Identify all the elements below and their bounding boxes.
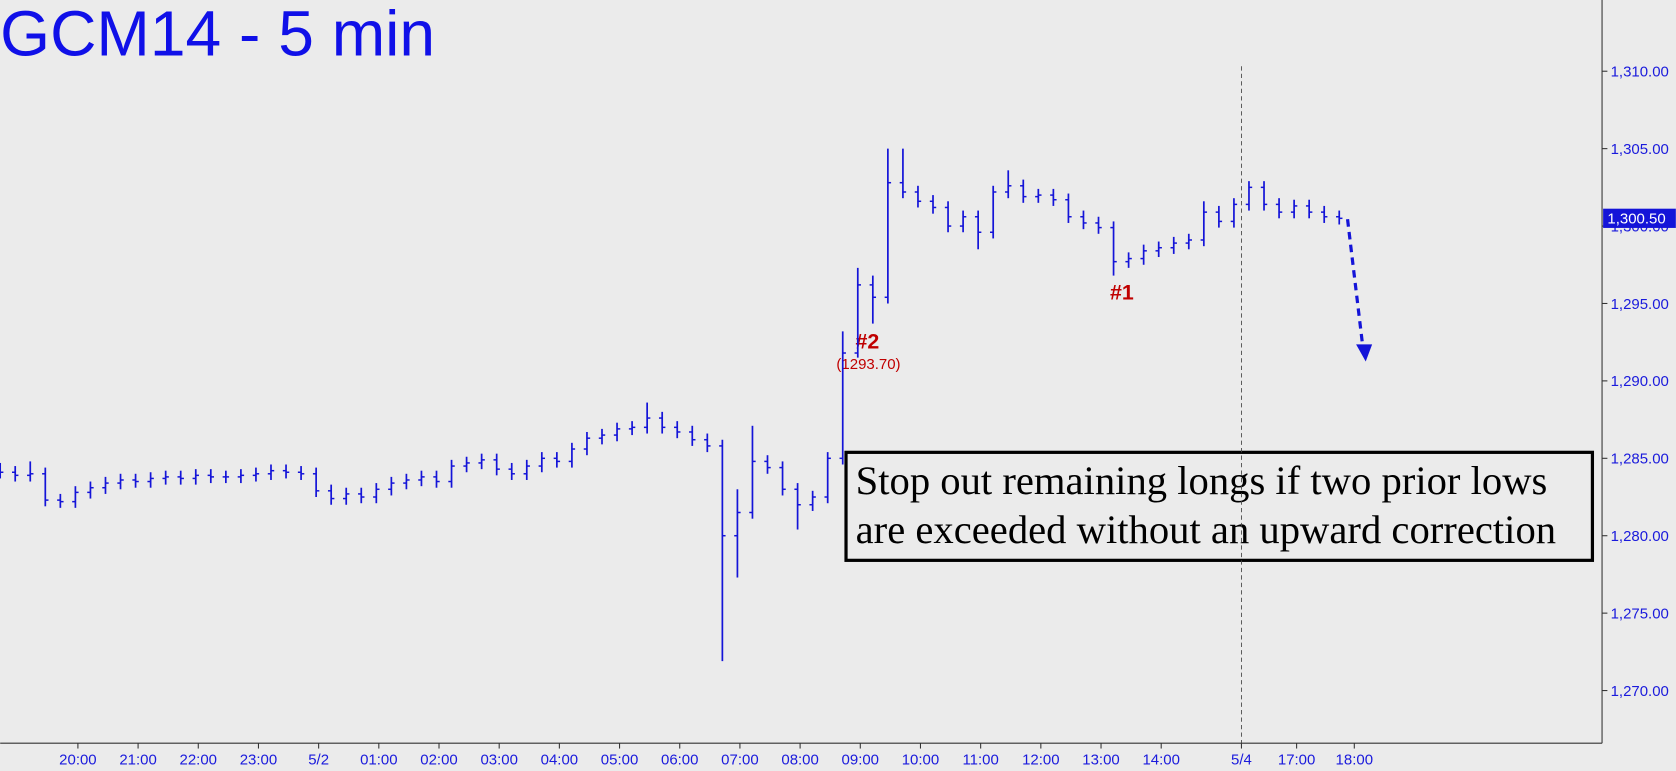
- x-tick-label: 12:00: [1022, 752, 1059, 769]
- x-tick-label: 02:00: [420, 752, 457, 769]
- x-tick-label: 07:00: [721, 752, 758, 769]
- x-tick-label: 05:00: [601, 752, 638, 769]
- x-tick-label: 21:00: [119, 752, 156, 769]
- x-tick-label: 18:00: [1336, 752, 1373, 769]
- x-tick-label: 11:00: [962, 752, 998, 769]
- y-tick-label: 1,280.00: [1611, 528, 1669, 545]
- x-tick-label: 5/2: [308, 752, 329, 769]
- y-tick-label: 1,295.00: [1611, 296, 1669, 313]
- chart-title: GCM14 - 5 min: [0, 0, 435, 70]
- x-tick-label: 06:00: [661, 752, 698, 769]
- y-tick-label: 1,305.00: [1611, 141, 1669, 158]
- x-tick-label: 5/4: [1231, 752, 1252, 769]
- y-tick-label: 1,310.00: [1611, 64, 1669, 81]
- x-tick-label: 10:00: [902, 752, 939, 769]
- note-line: Stop out remaining longs if two prior lo…: [856, 458, 1548, 503]
- x-tick-label: 17:00: [1278, 752, 1315, 769]
- x-tick-label: 01:00: [360, 752, 397, 769]
- note-line: are exceeded without an upward correctio…: [856, 507, 1556, 552]
- last-price-label: 1,300.50: [1607, 211, 1665, 228]
- annotation-label: #1: [1110, 280, 1134, 304]
- y-tick-label: 1,290.00: [1611, 373, 1669, 390]
- y-tick-label: 1,275.00: [1611, 605, 1669, 622]
- annotation-label: #2: [856, 330, 880, 354]
- x-tick-label: 14:00: [1142, 752, 1179, 769]
- y-tick-label: 1,285.00: [1611, 451, 1669, 468]
- note-box: [844, 450, 1595, 562]
- x-tick-label: 08:00: [781, 752, 818, 769]
- last-price-box: [1603, 208, 1676, 228]
- y-tick-label: 1,270.00: [1611, 683, 1669, 700]
- x-tick-label: 09:00: [842, 752, 879, 769]
- x-tick-label: 13:00: [1082, 752, 1119, 769]
- x-tick-label: 03:00: [480, 752, 517, 769]
- x-tick-label: 20:00: [59, 752, 96, 769]
- x-tick-label: 04:00: [541, 752, 578, 769]
- arrow-head: [1356, 344, 1373, 362]
- arrow: [1345, 219, 1365, 345]
- x-tick-label: 22:00: [180, 752, 217, 769]
- annotation-price: (1293.70): [836, 356, 900, 373]
- x-tick-label: 23:00: [240, 752, 277, 769]
